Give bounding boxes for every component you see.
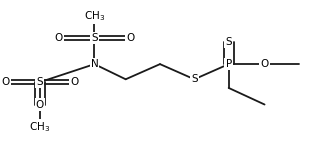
Text: CH$_3$: CH$_3$ bbox=[84, 9, 105, 23]
Text: O: O bbox=[126, 33, 135, 43]
Text: P: P bbox=[226, 59, 232, 69]
Text: O: O bbox=[70, 77, 78, 87]
Text: S: S bbox=[37, 77, 43, 87]
Text: O: O bbox=[55, 33, 63, 43]
Text: S: S bbox=[225, 37, 232, 47]
Text: S: S bbox=[91, 33, 98, 43]
Text: O: O bbox=[36, 100, 44, 110]
Text: S: S bbox=[191, 74, 198, 84]
Text: N: N bbox=[91, 59, 98, 69]
Text: O: O bbox=[260, 59, 269, 69]
Text: CH$_3$: CH$_3$ bbox=[29, 120, 50, 134]
Text: O: O bbox=[1, 77, 10, 87]
